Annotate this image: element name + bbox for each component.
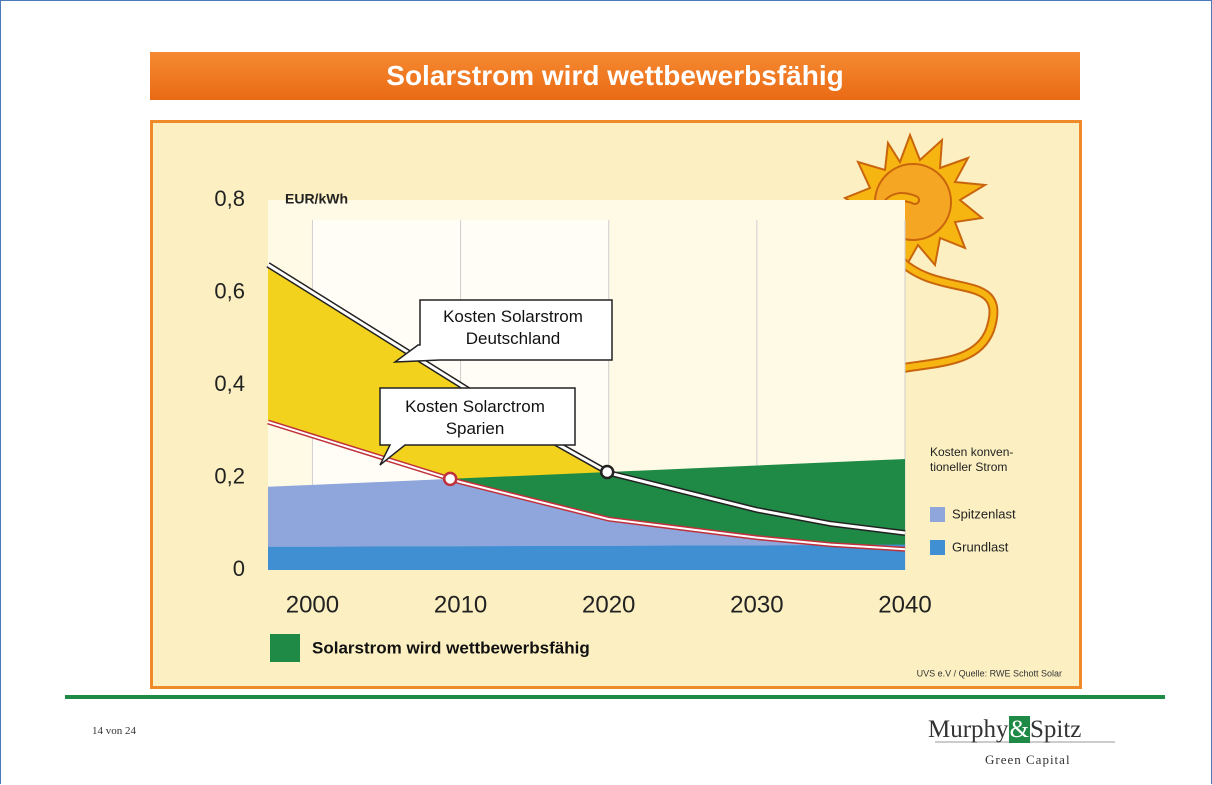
legend-label: Spitzenlast (952, 506, 1016, 521)
logo: Murphy&Spitz (928, 716, 1081, 744)
x-tick-label: 2020 (582, 591, 635, 618)
legend-label: Solarstrom wird wettbewerbsfähig (312, 638, 590, 657)
legend-label: Grundlast (952, 539, 1009, 554)
x-tick-label: 2000 (286, 591, 339, 618)
page-number: 14 von 24 (92, 725, 136, 737)
crossing-marker (442, 471, 458, 487)
x-tick-label: 2030 (730, 591, 783, 618)
logo-text: Spitz (1030, 716, 1082, 743)
crossing-marker (599, 464, 615, 480)
area-base-load (268, 544, 905, 570)
line (267, 421, 906, 551)
y-tick-label: 0 (233, 556, 245, 581)
legend-swatch (270, 634, 300, 662)
logo-tagline: Green Capital (985, 752, 1071, 767)
unit-label: EUR/kWh (285, 191, 348, 207)
legend-swatch (930, 540, 945, 555)
legend-swatch (930, 507, 945, 522)
callout-label: Kosten Solarctrom Sparien (405, 397, 545, 438)
callout-box (392, 299, 613, 363)
callout-label: Kosten Solarstrom Deutschland (443, 307, 583, 348)
plot (266, 200, 906, 570)
y-tick-label: 0,6 (214, 278, 245, 303)
legend-title: tioneller Strom (930, 460, 1007, 474)
y-tick-label: 0,4 (214, 371, 245, 396)
line (267, 263, 906, 535)
y-tick-label: 0,8 (214, 186, 245, 211)
legend-title: Kosten konven- (930, 445, 1013, 459)
slide-title: Solarstrom wird wettbewerbsfähig (150, 52, 1080, 100)
source-note: UVS e.V / Quelle: RWE Schott Solar (917, 668, 1062, 678)
y-tick-label: 0,2 (214, 463, 245, 488)
x-tick-label: 2040 (878, 591, 931, 618)
callout-box (379, 387, 576, 466)
x-tick-label: 2010 (434, 591, 487, 618)
logo-text: & (1008, 716, 1031, 743)
logo-text: Murphy (928, 716, 1009, 743)
